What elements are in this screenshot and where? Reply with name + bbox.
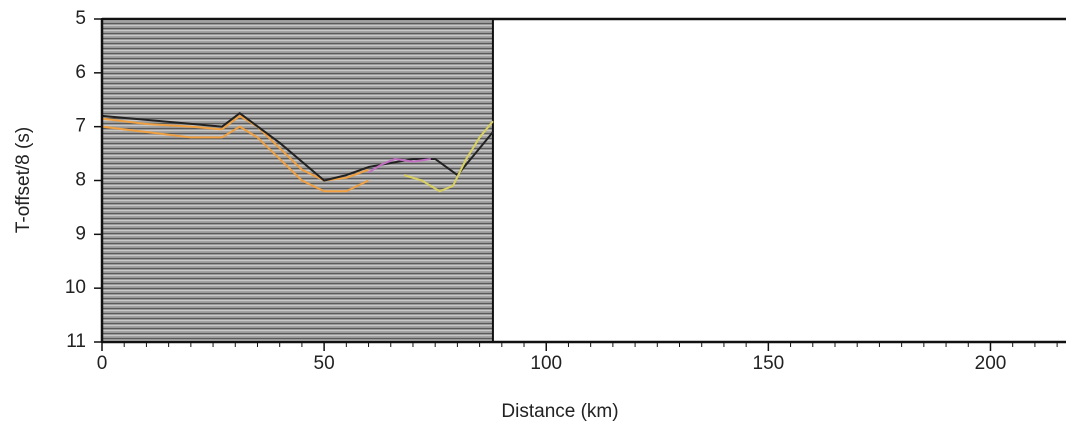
y-tick-label: 8 [75,170,86,191]
pick-line [403,120,494,193]
x-tick-label: 200 [975,353,1007,374]
y-tick-label: 6 [75,62,86,83]
x-tick-label: 50 [314,353,335,374]
y-tick-label: 5 [75,8,86,29]
y-tick-label: 11 [66,331,86,352]
x-tick-label: 0 [97,353,108,374]
x-axis-label: Distance (km) [501,401,618,422]
seismic-section [101,18,494,343]
x-tick-label: 100 [530,353,562,374]
x-tick-label: 150 [753,353,785,374]
y-tick-label: 7 [75,116,86,137]
y-tick-label: 10 [65,277,86,298]
pick-line [368,157,431,174]
pick-line [101,125,369,193]
y-tick-label: 9 [75,223,86,244]
y-axis-label: T-offset/8 (s) [13,127,34,233]
